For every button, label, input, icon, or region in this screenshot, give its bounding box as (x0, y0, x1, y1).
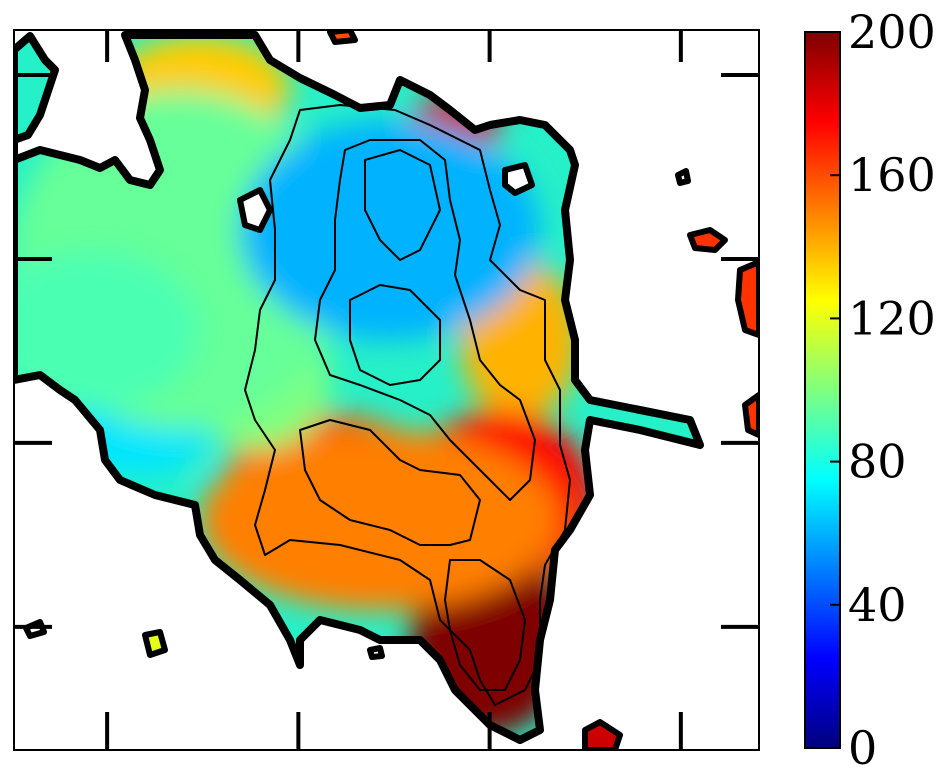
colorbar-tick-label: 200 (848, 5, 936, 59)
island-outline (237, 187, 273, 233)
region-south-middle (200, 430, 560, 610)
colorbar-tick-label: 40 (848, 578, 907, 632)
outlying-islands (23, 30, 759, 750)
contour-line (364, 149, 441, 261)
island-outline (327, 30, 358, 45)
contour-line (314, 139, 536, 501)
island-outline (687, 227, 728, 253)
island-outline (675, 168, 691, 186)
contour-lines (244, 104, 571, 706)
island-outline (502, 162, 535, 196)
island-outline (735, 259, 759, 338)
contour-line (349, 284, 441, 386)
island-outline (742, 392, 759, 438)
plot-area (14, 30, 759, 750)
island-outline (142, 629, 168, 658)
colorbar-tick-label: 120 (848, 291, 936, 345)
region-west-lobe (14, 250, 200, 410)
island-outline (582, 719, 623, 750)
colorbar-ticks: 0 40 80 120 160 200 (830, 5, 936, 775)
plot-frame (13, 29, 760, 751)
region-outline (14, 31, 704, 744)
axis-ticks (14, 30, 759, 750)
colorbar-tick-label: 80 (848, 435, 907, 489)
island-outline (23, 619, 47, 639)
island-outline (367, 645, 385, 660)
contour-line (244, 104, 571, 706)
colorbar-tick-label: 0 (848, 721, 877, 775)
colorbar-bar (804, 31, 841, 749)
region-central-trough (240, 120, 540, 340)
contour-line (444, 559, 526, 691)
colorbar-tick-label: 160 (848, 148, 936, 202)
contour-line (299, 419, 481, 546)
colorbar: 0 40 80 120 160 200 (804, 5, 936, 775)
